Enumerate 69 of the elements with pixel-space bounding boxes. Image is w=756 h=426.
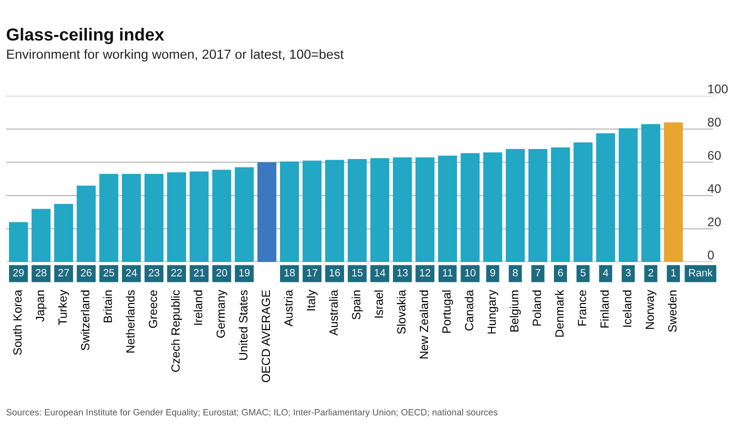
x-tick-label: Finland — [600, 290, 609, 328]
x-tick-label: South Korea — [12, 290, 22, 355]
text: 4 — [602, 269, 608, 276]
text: 20 — [216, 269, 228, 276]
x-tick-label: Portugal — [442, 290, 454, 333]
text: 16 — [330, 269, 340, 276]
x-tick-label: Australia — [329, 290, 338, 336]
y-tick-label: 0 — [708, 250, 714, 260]
x-tick-label: Turkey — [58, 290, 70, 326]
x-tick-label: Japan — [36, 290, 47, 322]
x-tick-label: Czech Republic — [171, 290, 182, 372]
x-tick-label: Italy — [306, 290, 318, 310]
text: 13 — [397, 269, 408, 276]
text: 22 — [171, 269, 182, 276]
chart-title: Glass-ceiling index — [6, 28, 164, 44]
text: 15 — [352, 269, 363, 276]
text: 5 — [580, 269, 586, 276]
x-tick-label: Poland — [532, 290, 542, 326]
x-tick-label: Belgium — [510, 290, 521, 332]
y-tick-label: 60 — [708, 150, 721, 160]
text: 8 — [512, 269, 518, 276]
x-tick-label: Israel — [374, 290, 383, 318]
text: 27 — [58, 269, 69, 276]
text: 14 — [374, 269, 386, 276]
x-tick-label: Norway — [646, 290, 656, 329]
x-tick-label: OECD AVERAGE — [262, 290, 270, 382]
x-tick-label: Sweden — [668, 290, 677, 332]
x-tick-label: Germany — [216, 290, 228, 338]
text: 11 — [442, 269, 452, 276]
text: 3 — [626, 269, 631, 276]
text: 1 — [671, 269, 676, 276]
text: 6 — [558, 269, 563, 276]
x-tick-label: Iceland — [622, 290, 632, 327]
x-tick-label: Greece — [148, 290, 158, 328]
x-tick-label: Switzerland — [80, 290, 90, 350]
x-tick-label: Britain — [103, 290, 112, 322]
x-tick-label: United States — [238, 290, 248, 360]
x-tick-label: Canada — [464, 290, 474, 331]
text: 26 — [80, 269, 92, 276]
x-tick-label: Austria — [284, 290, 293, 326]
x-tick-label: New Zealand — [419, 290, 428, 358]
chart-subtitle: Environment for working women, 2017 or latest, 100=best — [7, 49, 344, 62]
text: 24 — [126, 269, 137, 276]
y-tick-label: 40 — [708, 184, 721, 194]
text: 17 — [307, 269, 318, 276]
x-tick-label: Netherlands — [126, 290, 135, 352]
text: 29 — [13, 269, 24, 276]
text: 28 — [36, 269, 46, 276]
x-tick-label: Ireland — [194, 290, 202, 325]
x-tick-label: Hungary — [488, 290, 498, 334]
text: 2 — [648, 269, 654, 276]
text: 9 — [490, 269, 496, 276]
text: 7 — [536, 269, 540, 276]
text: 18 — [284, 269, 295, 276]
text: 19 — [239, 269, 250, 276]
y-tick-label: 100 — [708, 84, 728, 94]
y-tick-label: 20 — [708, 217, 721, 226]
text: 12 — [420, 269, 430, 276]
y-tick-label: 80 — [708, 118, 721, 127]
text: Rank — [689, 268, 713, 276]
x-tick-label: Denmark — [554, 290, 564, 337]
text: 23 — [148, 269, 160, 276]
text: 10 — [465, 269, 476, 276]
source-note: Sources: European Institute for Gender Equality; Eurostat; GMAC; ILO; Inter-Parliamentary Union; OECD; national sources — [6, 408, 498, 418]
x-tick-label: France — [578, 290, 586, 326]
text: 21 — [194, 269, 204, 276]
x-tick-label: Slovakia — [396, 290, 406, 334]
x-tick-label: Spain — [352, 290, 363, 320]
text: 25 — [104, 269, 114, 276]
